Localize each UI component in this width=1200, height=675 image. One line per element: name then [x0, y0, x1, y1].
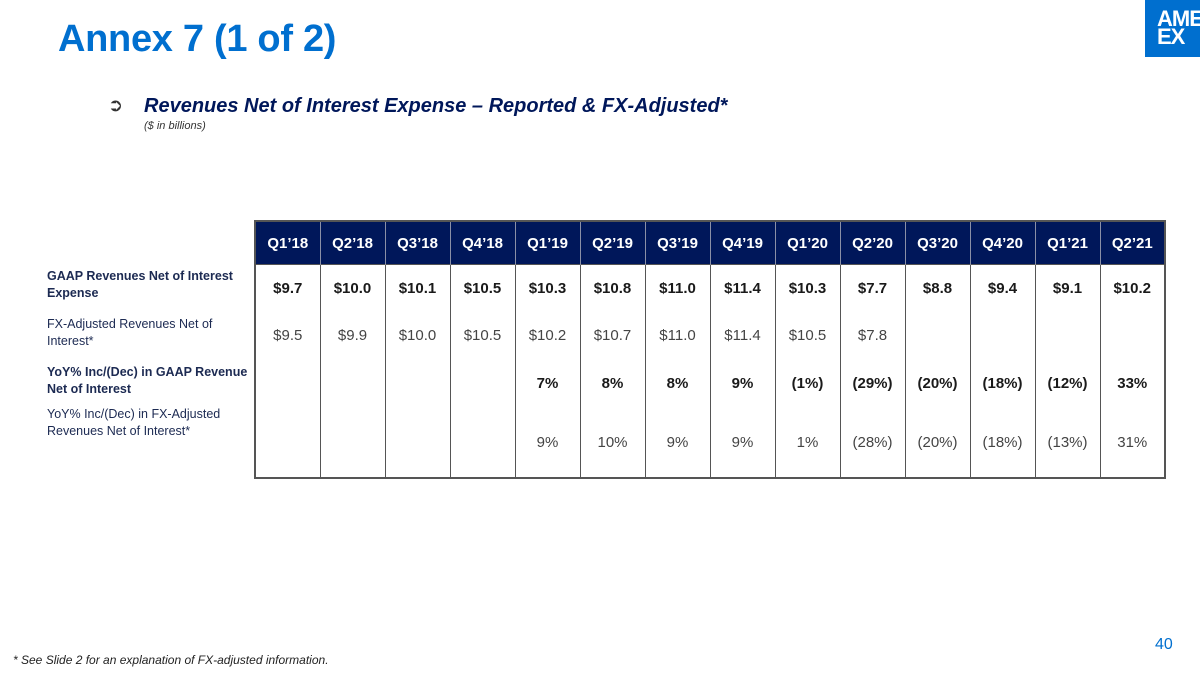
table-cell: $10.7: [579, 311, 645, 359]
table-cell: (18%): [969, 407, 1035, 478]
bullet-arrow-icon: ➲: [108, 95, 124, 115]
table-cell: 9%: [644, 407, 710, 478]
column-header: Q2’19: [579, 221, 645, 265]
table-cell: $10.5: [449, 264, 515, 311]
table-cell: 1%: [774, 407, 840, 478]
table-cell: $9.5: [273, 326, 303, 344]
table-cell: $9.4: [969, 264, 1035, 311]
column-header: Q4’19: [709, 221, 775, 265]
table-cell: $11.4: [709, 264, 775, 311]
table-cell: $9.7: [255, 264, 320, 311]
column-header: Q2’20: [839, 221, 905, 265]
yoy-fx-adjusted-row: 9% 10% 9% 9% 1% (28%) (20%) (18%) (13%) 31%: [255, 407, 1165, 478]
table-cell: 9%: [709, 407, 775, 478]
logo-text-line1: AME: [1157, 6, 1200, 31]
table-cell: [319, 359, 385, 407]
page-title: Annex 7 (1 of 2): [58, 18, 337, 60]
table-cell: 9%: [514, 407, 580, 478]
table-cell: (20%): [904, 407, 970, 478]
page-number: 40: [1155, 636, 1173, 653]
footnote: * See Slide 2 for an explanation of FX-a…: [13, 653, 329, 667]
column-header: Q3’18: [384, 221, 450, 265]
column-header: Q1’21: [1034, 221, 1100, 265]
section-subtitle: Revenues Net of Interest Expense – Repor…: [144, 95, 728, 117]
table-cell: $10.8: [579, 264, 645, 311]
table-cell: $11.4: [709, 311, 775, 359]
table-cell: [449, 359, 515, 407]
fx-adjusted-revenues-row: $9.5 $9.9 $10.0 $10.5 $10.2 $10.7 $11.0 $11.4 $1…: [255, 311, 1165, 359]
table-cell: $10.0: [319, 264, 385, 311]
table-cell: $10.0: [384, 311, 450, 359]
table-cell: $10.5: [774, 311, 840, 359]
table-cell: 7%: [514, 359, 580, 407]
table-cell: [449, 407, 515, 478]
column-header: Q4’18: [449, 221, 515, 265]
table-cell: 9%: [709, 359, 775, 407]
table-cell: $10.2: [514, 311, 580, 359]
table-cell: (12%): [1034, 359, 1100, 407]
column-header: Q1’18: [255, 221, 320, 265]
table-cell: [1099, 311, 1165, 359]
table-cell: 10%: [579, 407, 645, 478]
table-cell: (1%): [774, 359, 840, 407]
table-cell: $11.0: [644, 264, 710, 311]
table-cell: $9.9: [319, 311, 385, 359]
table-cell: $10.1: [384, 264, 450, 311]
table-header-row: Q1’18 Q2’18 Q3’18 Q4’18 Q1’19 Q2’19 Q3’19 Q4’19…: [255, 221, 1165, 265]
row-label-yoy-fx-adjusted: YoY% Inc/(Dec) in FX-Adjusted Revenues N…: [47, 407, 221, 438]
table-cell: (28%): [839, 407, 905, 478]
table-cell: [255, 407, 320, 478]
gaap-revenues-row: $9.7 $10.0 $10.1 $10.5 $10.3 $10.8 $11.0 $11.4 $…: [255, 264, 1165, 311]
table-cell: $10.3: [514, 264, 580, 311]
row-label-yoy-gaap: YoY% Inc/(Dec) in GAAP Revenue Net of In…: [47, 365, 248, 396]
table-cell: [969, 311, 1035, 359]
table-cell: $7.8: [839, 311, 905, 359]
table-cell: [1034, 311, 1100, 359]
yoy-gaap-row: 7% 8% 8% 9% (1%) (29%) (20%) (18%) (12%) 33%: [255, 359, 1165, 407]
table-cell: [255, 359, 320, 407]
table-cell: 31%: [1099, 407, 1165, 478]
units-note: ($ in billions): [144, 120, 206, 132]
table-cell: $10.3: [774, 264, 840, 311]
table-cell: (20%): [904, 359, 970, 407]
table-cell: (18%): [969, 359, 1035, 407]
table-cell: [384, 359, 450, 407]
table-cell: $8.8: [904, 264, 970, 311]
logo-text-line2: EX: [1157, 24, 1185, 49]
column-header: Q1’19: [514, 221, 580, 265]
table-cell: $11.0: [644, 311, 710, 359]
table-cell: 33%: [1099, 359, 1165, 407]
table-cell: $7.7: [839, 264, 905, 311]
table-cell: [904, 311, 970, 359]
table-cell: $10.2: [1099, 264, 1165, 311]
table-cell: [319, 407, 385, 478]
column-header: Q3’20: [904, 221, 970, 265]
amex-logo: AME EX: [1145, 0, 1200, 57]
column-header: Q2’18: [319, 221, 385, 265]
row-label-gaap-revenues: GAAP Revenues Net of Interest Expense: [47, 269, 233, 300]
table-cell: 8%: [644, 359, 710, 407]
revenue-table: Q1’18 Q2’18 Q3’18 Q4’18 Q1’19 Q2’19 Q3’19 Q4’19…: [254, 220, 1166, 479]
column-header: Q1’20: [774, 221, 840, 265]
column-header: Q2’21: [1099, 221, 1165, 265]
table-cell: (29%): [839, 359, 905, 407]
row-label-fx-adjusted-revenues: FX-Adjusted Revenues Net of Interest*: [47, 317, 213, 348]
table-cell: [384, 407, 450, 478]
table-cell: $10.5: [449, 311, 515, 359]
column-header: Q3’19: [644, 221, 710, 265]
table-cell: 8%: [579, 359, 645, 407]
table-cell: (13%): [1034, 407, 1100, 478]
column-header: Q4’20: [969, 221, 1035, 265]
table-cell: $9.1: [1034, 264, 1100, 311]
